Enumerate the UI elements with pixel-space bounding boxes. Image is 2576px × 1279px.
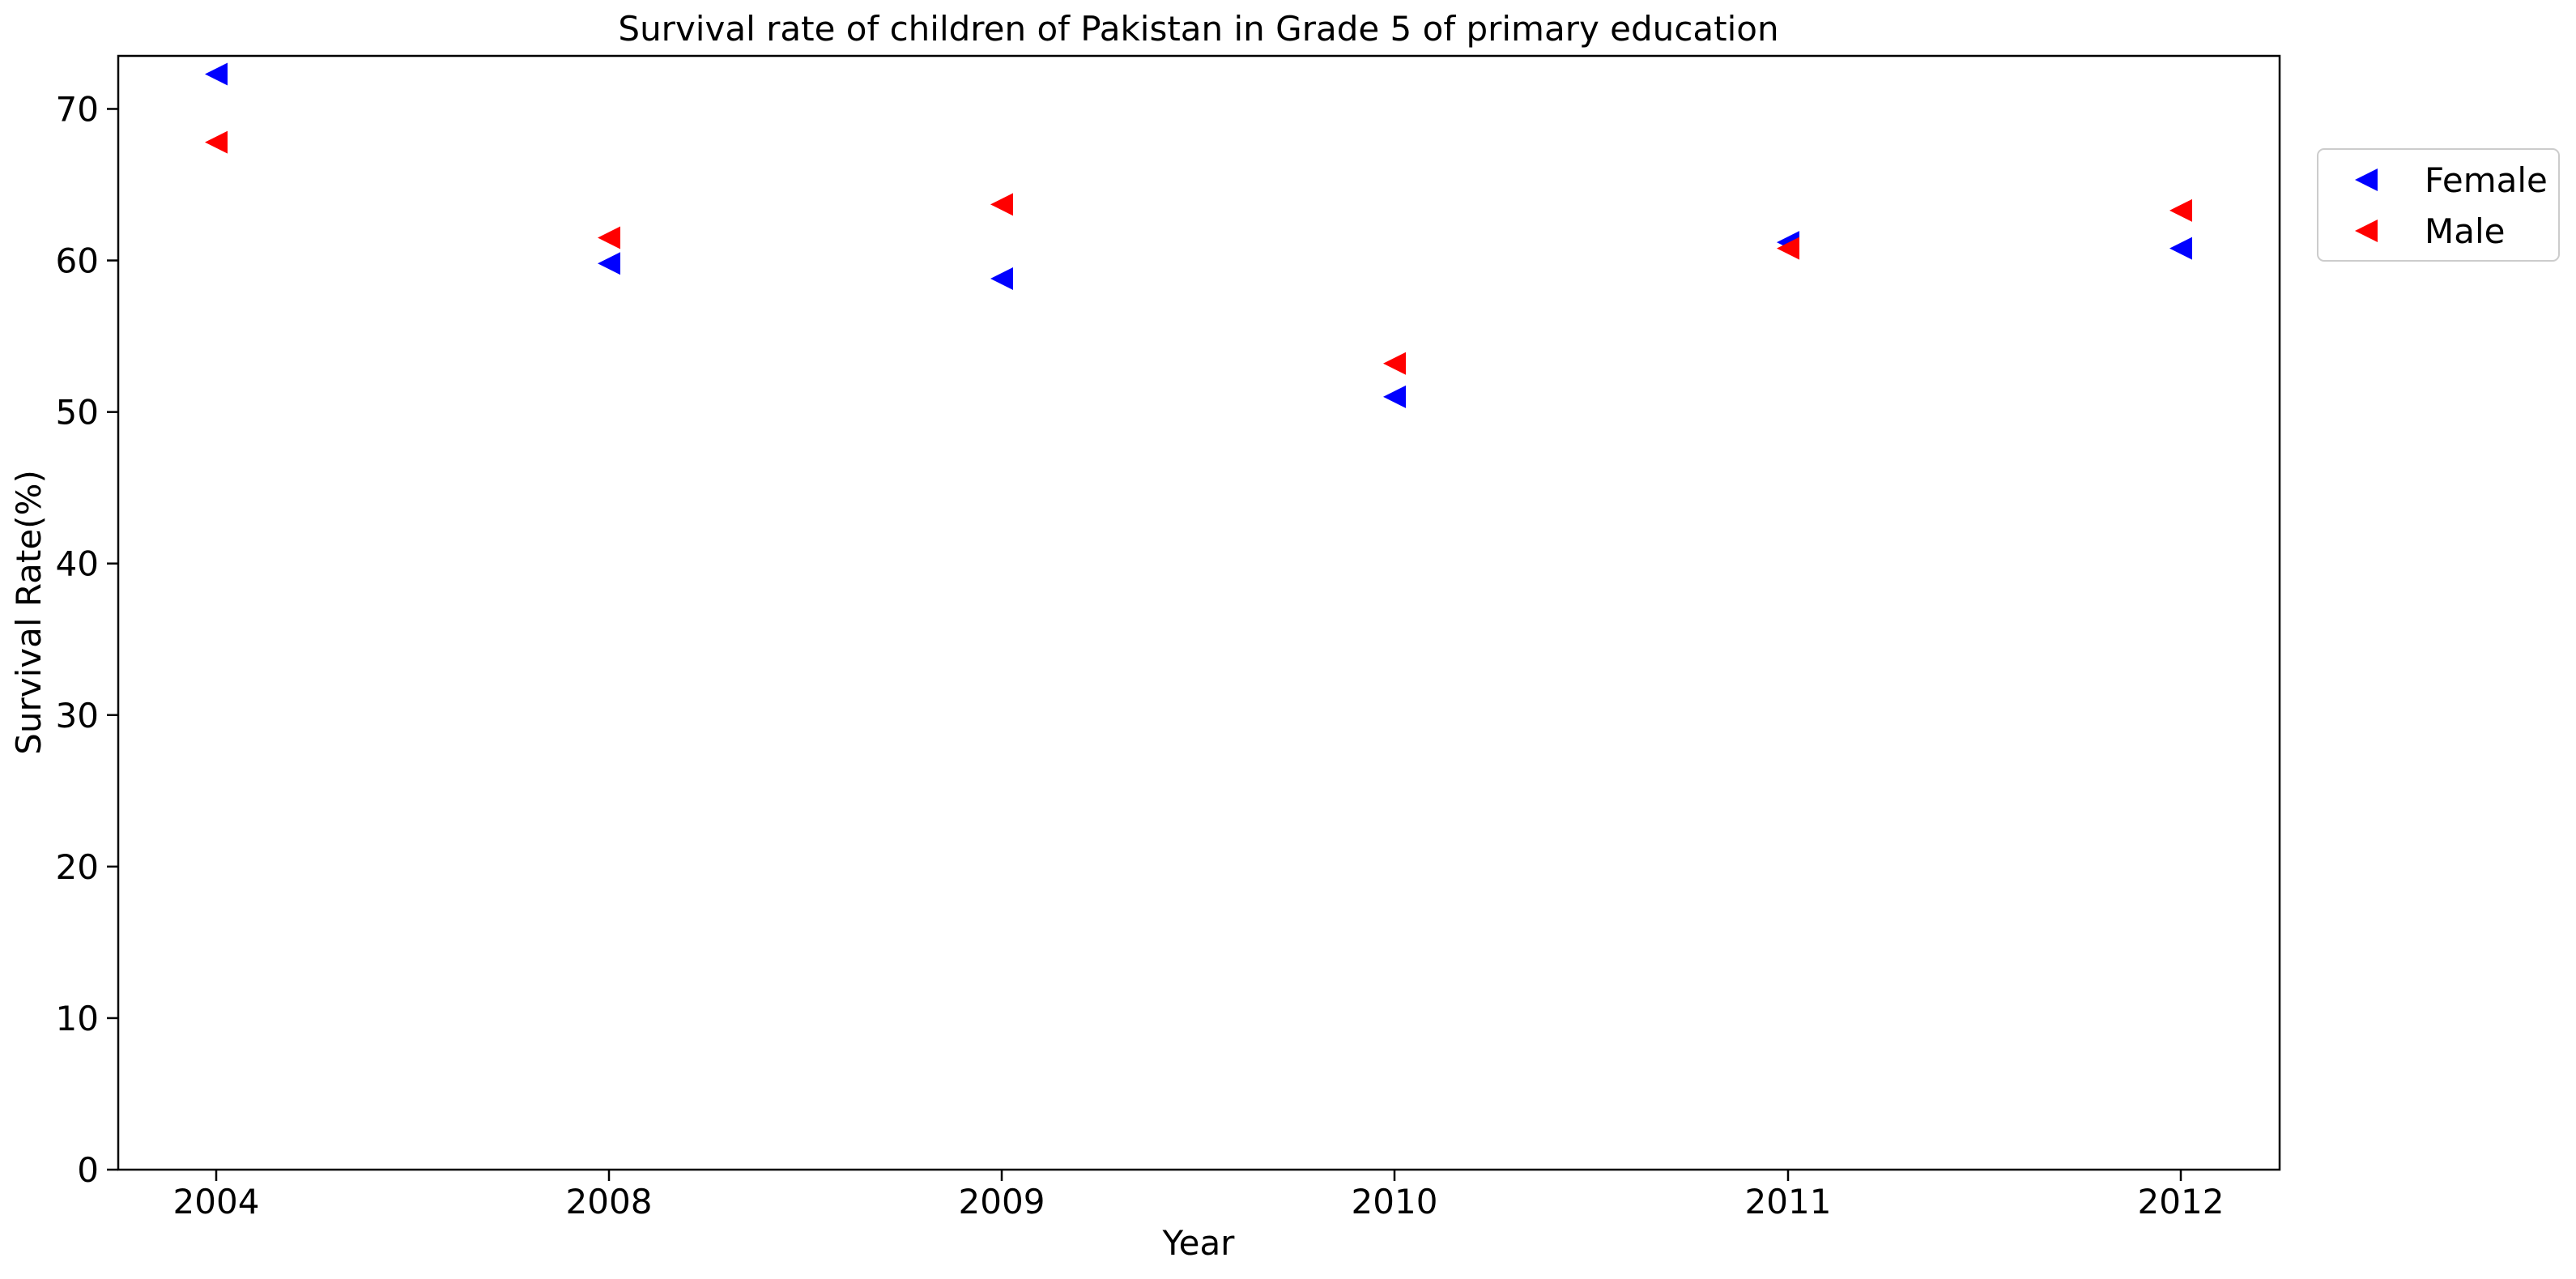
point-female-2012 xyxy=(2169,237,2192,260)
legend-marker-male xyxy=(2355,220,2378,242)
point-female-2010 xyxy=(1383,385,1406,408)
point-male-2009 xyxy=(990,193,1013,216)
y-tick-label: 70 xyxy=(56,89,99,129)
x-axis-label: Year xyxy=(1162,1223,1236,1263)
y-tick-label: 50 xyxy=(56,393,99,433)
legend-label-female: Female xyxy=(2425,160,2548,200)
y-axis: 0 10 20 30 40 50 60 70 xyxy=(56,89,118,1190)
legend-marker-female xyxy=(2355,168,2378,191)
y-axis-label: Survival Rate(%) xyxy=(9,470,49,755)
point-male-2011 xyxy=(1777,237,1799,260)
point-female-2008 xyxy=(598,252,620,275)
x-tick-label: 2009 xyxy=(959,1182,1045,1221)
point-female-2009 xyxy=(990,267,1013,290)
y-tick-label: 60 xyxy=(56,241,99,281)
chart-title: Survival rate of children of Pakistan in… xyxy=(618,9,1778,49)
x-tick-label: 2008 xyxy=(566,1182,653,1221)
point-male-2004 xyxy=(205,130,228,154)
x-tick-label: 2011 xyxy=(1745,1182,1832,1221)
legend-label-male: Male xyxy=(2425,211,2505,251)
y-tick-label: 40 xyxy=(56,544,99,584)
y-tick-label: 10 xyxy=(56,999,99,1038)
point-female-2004 xyxy=(205,62,228,86)
x-tick-label: 2004 xyxy=(173,1182,260,1221)
y-tick-label: 0 xyxy=(77,1150,99,1190)
x-tick-label: 2012 xyxy=(2138,1182,2225,1221)
legend: Female Male xyxy=(2317,148,2560,262)
point-male-2012 xyxy=(2169,198,2192,222)
point-male-2010 xyxy=(1383,352,1406,375)
plot-area xyxy=(117,54,2281,1171)
legend-box xyxy=(2317,148,2560,262)
data-points xyxy=(205,62,2192,408)
point-male-2008 xyxy=(598,226,620,249)
x-axis: 2004 2008 2009 2010 2011 2012 xyxy=(173,1170,2225,1221)
x-tick-label: 2010 xyxy=(1352,1182,1438,1221)
y-tick-label: 30 xyxy=(56,696,99,735)
y-tick-label: 20 xyxy=(56,847,99,887)
